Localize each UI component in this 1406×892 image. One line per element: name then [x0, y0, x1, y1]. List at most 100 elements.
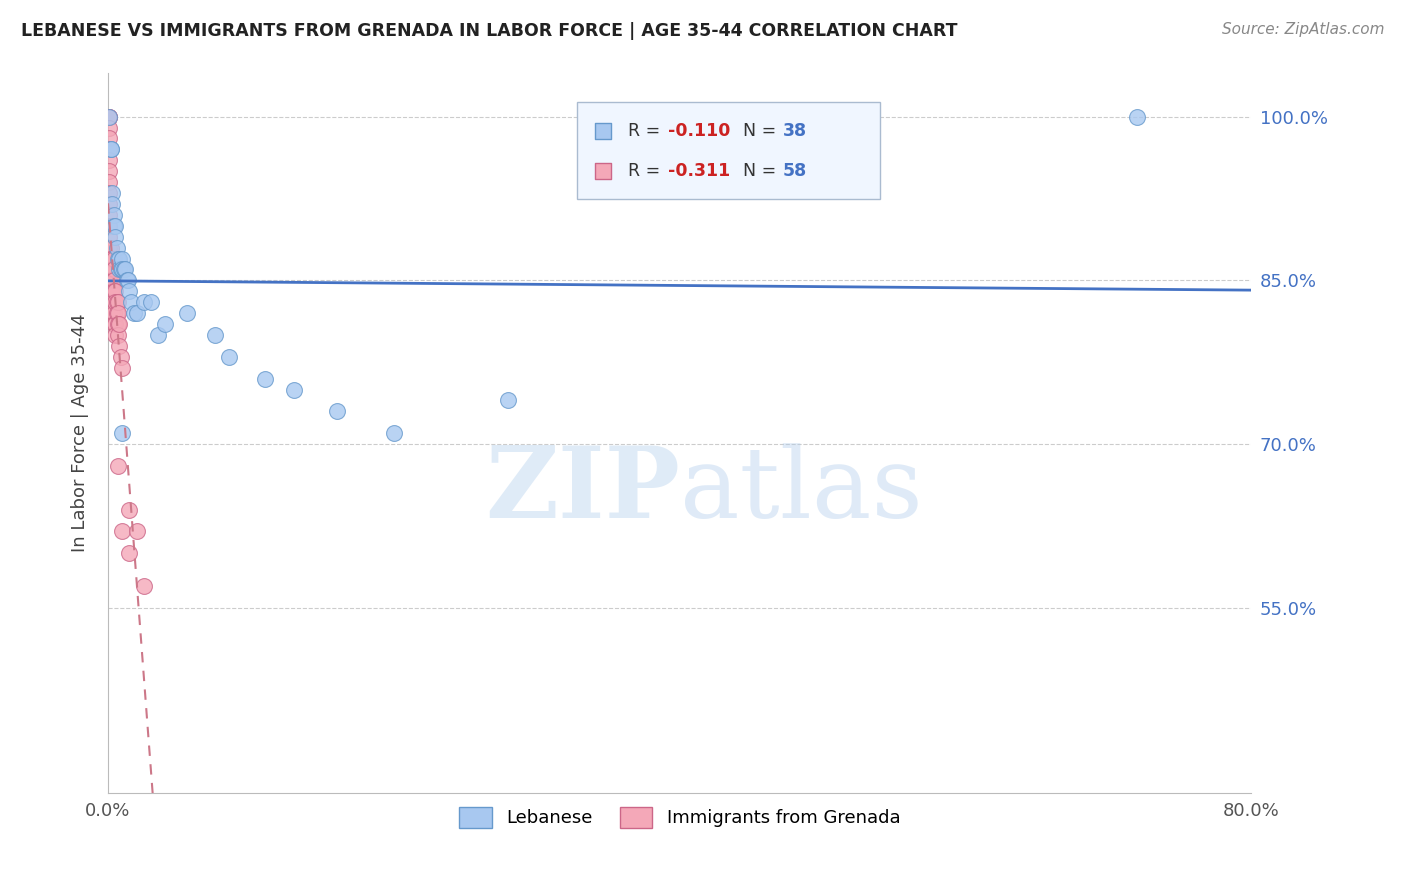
Point [105, 295, 128, 310]
Point [98, 186, 121, 200]
Point [100, 142, 122, 156]
Point [115, 273, 138, 287]
Point [98, 241, 121, 255]
Text: LEBANESE VS IMMIGRANTS FROM GRENADA IN LABOR FORCE | AGE 35-44 CORRELATION CHART: LEBANESE VS IMMIGRANTS FROM GRENADA IN L… [21, 22, 957, 40]
Point [107, 306, 129, 320]
Point [98, 153, 121, 168]
Point [132, 295, 155, 310]
Point [108, 262, 131, 277]
Point [103, 306, 125, 320]
Text: ZIP: ZIP [485, 442, 679, 540]
Point [107, 458, 129, 473]
Point [104, 219, 127, 233]
Point [103, 273, 125, 287]
Point [120, 295, 142, 310]
Text: atlas: atlas [679, 443, 922, 539]
Point [118, 546, 141, 560]
Point [153, 317, 176, 331]
Text: 38: 38 [783, 121, 807, 140]
Point [100, 285, 122, 299]
Point [104, 229, 127, 244]
Point [101, 197, 124, 211]
Point [101, 306, 124, 320]
Point [103, 262, 125, 277]
Point [101, 273, 124, 287]
Point [100, 142, 122, 156]
Point [114, 262, 136, 277]
Point [218, 350, 240, 364]
Point [103, 317, 125, 331]
Text: R =: R = [628, 121, 666, 140]
Point [117, 273, 139, 287]
Point [118, 285, 141, 299]
Point [107, 327, 129, 342]
Point [103, 285, 125, 299]
FancyBboxPatch shape [576, 102, 880, 199]
Point [283, 383, 305, 397]
Y-axis label: In Labor Force | Age 35-44: In Labor Force | Age 35-44 [72, 314, 89, 552]
Point [98, 262, 121, 277]
Point [108, 339, 131, 353]
Point [98, 175, 121, 189]
Text: Source: ZipAtlas.com: Source: ZipAtlas.com [1222, 22, 1385, 37]
Text: N =: N = [742, 162, 782, 180]
Point [98, 142, 121, 156]
Text: R =: R = [628, 162, 666, 180]
Point [100, 262, 122, 277]
Point [112, 262, 135, 277]
Point [111, 360, 134, 375]
Point [118, 502, 141, 516]
Point [716, 197, 738, 211]
Point [146, 327, 169, 342]
Point [98, 262, 121, 277]
Point [105, 241, 128, 255]
Point [110, 262, 132, 277]
Point [107, 317, 129, 331]
Point [105, 306, 128, 320]
Point [100, 252, 122, 266]
Text: -0.311: -0.311 [668, 162, 731, 180]
Point [111, 262, 134, 277]
Text: -0.110: -0.110 [668, 121, 731, 140]
Point [98, 262, 121, 277]
Point [204, 327, 226, 342]
Point [108, 317, 131, 331]
Point [103, 219, 125, 233]
Point [98, 120, 121, 135]
Point [111, 426, 134, 441]
Legend: Lebanese, Immigrants from Grenada: Lebanese, Immigrants from Grenada [451, 799, 907, 835]
Point [98, 110, 121, 124]
Point [104, 317, 127, 331]
Point [101, 186, 124, 200]
Point [1126, 110, 1149, 124]
Text: N =: N = [742, 121, 782, 140]
Point [111, 524, 134, 539]
Point [101, 252, 124, 266]
Point [107, 252, 129, 266]
Text: 58: 58 [783, 162, 807, 180]
Point [139, 295, 162, 310]
Point [104, 327, 127, 342]
Point [104, 295, 127, 310]
Point [104, 285, 127, 299]
Point [98, 219, 121, 233]
Point [325, 404, 347, 418]
Point [108, 252, 131, 266]
Point [254, 371, 277, 385]
Point [98, 110, 121, 124]
Point [100, 252, 122, 266]
Point [98, 273, 121, 287]
Point [100, 241, 122, 255]
Point [98, 131, 121, 145]
Point [132, 579, 155, 593]
Point [98, 164, 121, 178]
Point [98, 208, 121, 222]
Point [103, 208, 125, 222]
Point [125, 524, 148, 539]
Point [98, 110, 121, 124]
Point [101, 262, 124, 277]
Point [98, 252, 121, 266]
Point [98, 110, 121, 124]
Point [111, 252, 134, 266]
Point [382, 426, 405, 441]
